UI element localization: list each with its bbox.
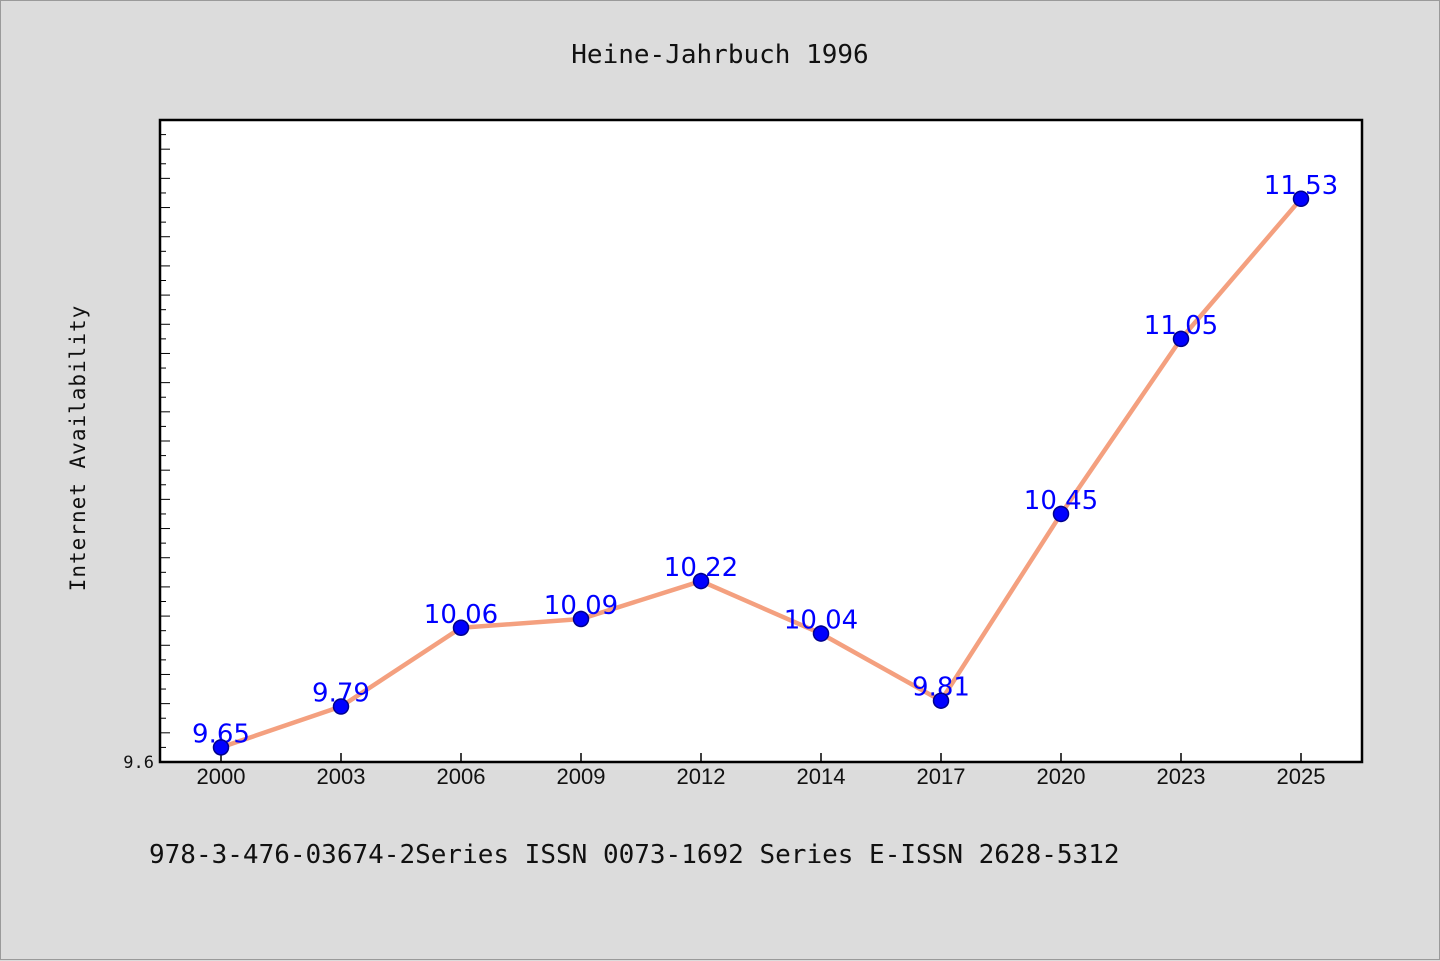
plot-area (158, 118, 1364, 764)
data-point (932, 692, 950, 709)
x-tick-label: 2014 (797, 764, 846, 789)
data-point (452, 619, 470, 637)
data-point (1052, 505, 1070, 523)
footer-note: 978-3-476-03674-2Series ISSN 0073-1692 S… (149, 840, 1120, 870)
data-point (212, 739, 230, 756)
x-tick-label: 2020 (1037, 764, 1086, 789)
x-tick-label: 2023 (1157, 764, 1206, 789)
x-tick-label: 2006 (437, 764, 486, 789)
y-axis-label: Internet Availability (66, 305, 90, 592)
data-point (1292, 190, 1310, 208)
y-tick-label: 9.6 (123, 753, 154, 773)
x-tick-label: 2025 (1277, 764, 1326, 789)
x-tick-label: 2000 (197, 764, 246, 789)
data-point (332, 698, 350, 715)
data-point (572, 610, 590, 628)
x-axis-tick-labels: 2000 2003 2006 2009 2012 2014 2017 2020 2023 2025 (197, 764, 1326, 789)
x-tick-label: 2017 (917, 764, 966, 789)
y-axis-ticks (160, 119, 170, 763)
data-point (692, 572, 710, 590)
chart-title: Heine-Jahrbuch 1996 (571, 40, 868, 70)
data-point (1172, 330, 1190, 348)
data-points (212, 190, 1310, 756)
data-point (812, 625, 830, 642)
x-tick-label: 2003 (317, 764, 366, 789)
y-axis-tick-labels: 9.6 (123, 753, 154, 773)
x-tick-label: 2009 (557, 764, 606, 789)
x-tick-label: 2012 (677, 764, 726, 789)
series-line (218, 196, 1304, 750)
